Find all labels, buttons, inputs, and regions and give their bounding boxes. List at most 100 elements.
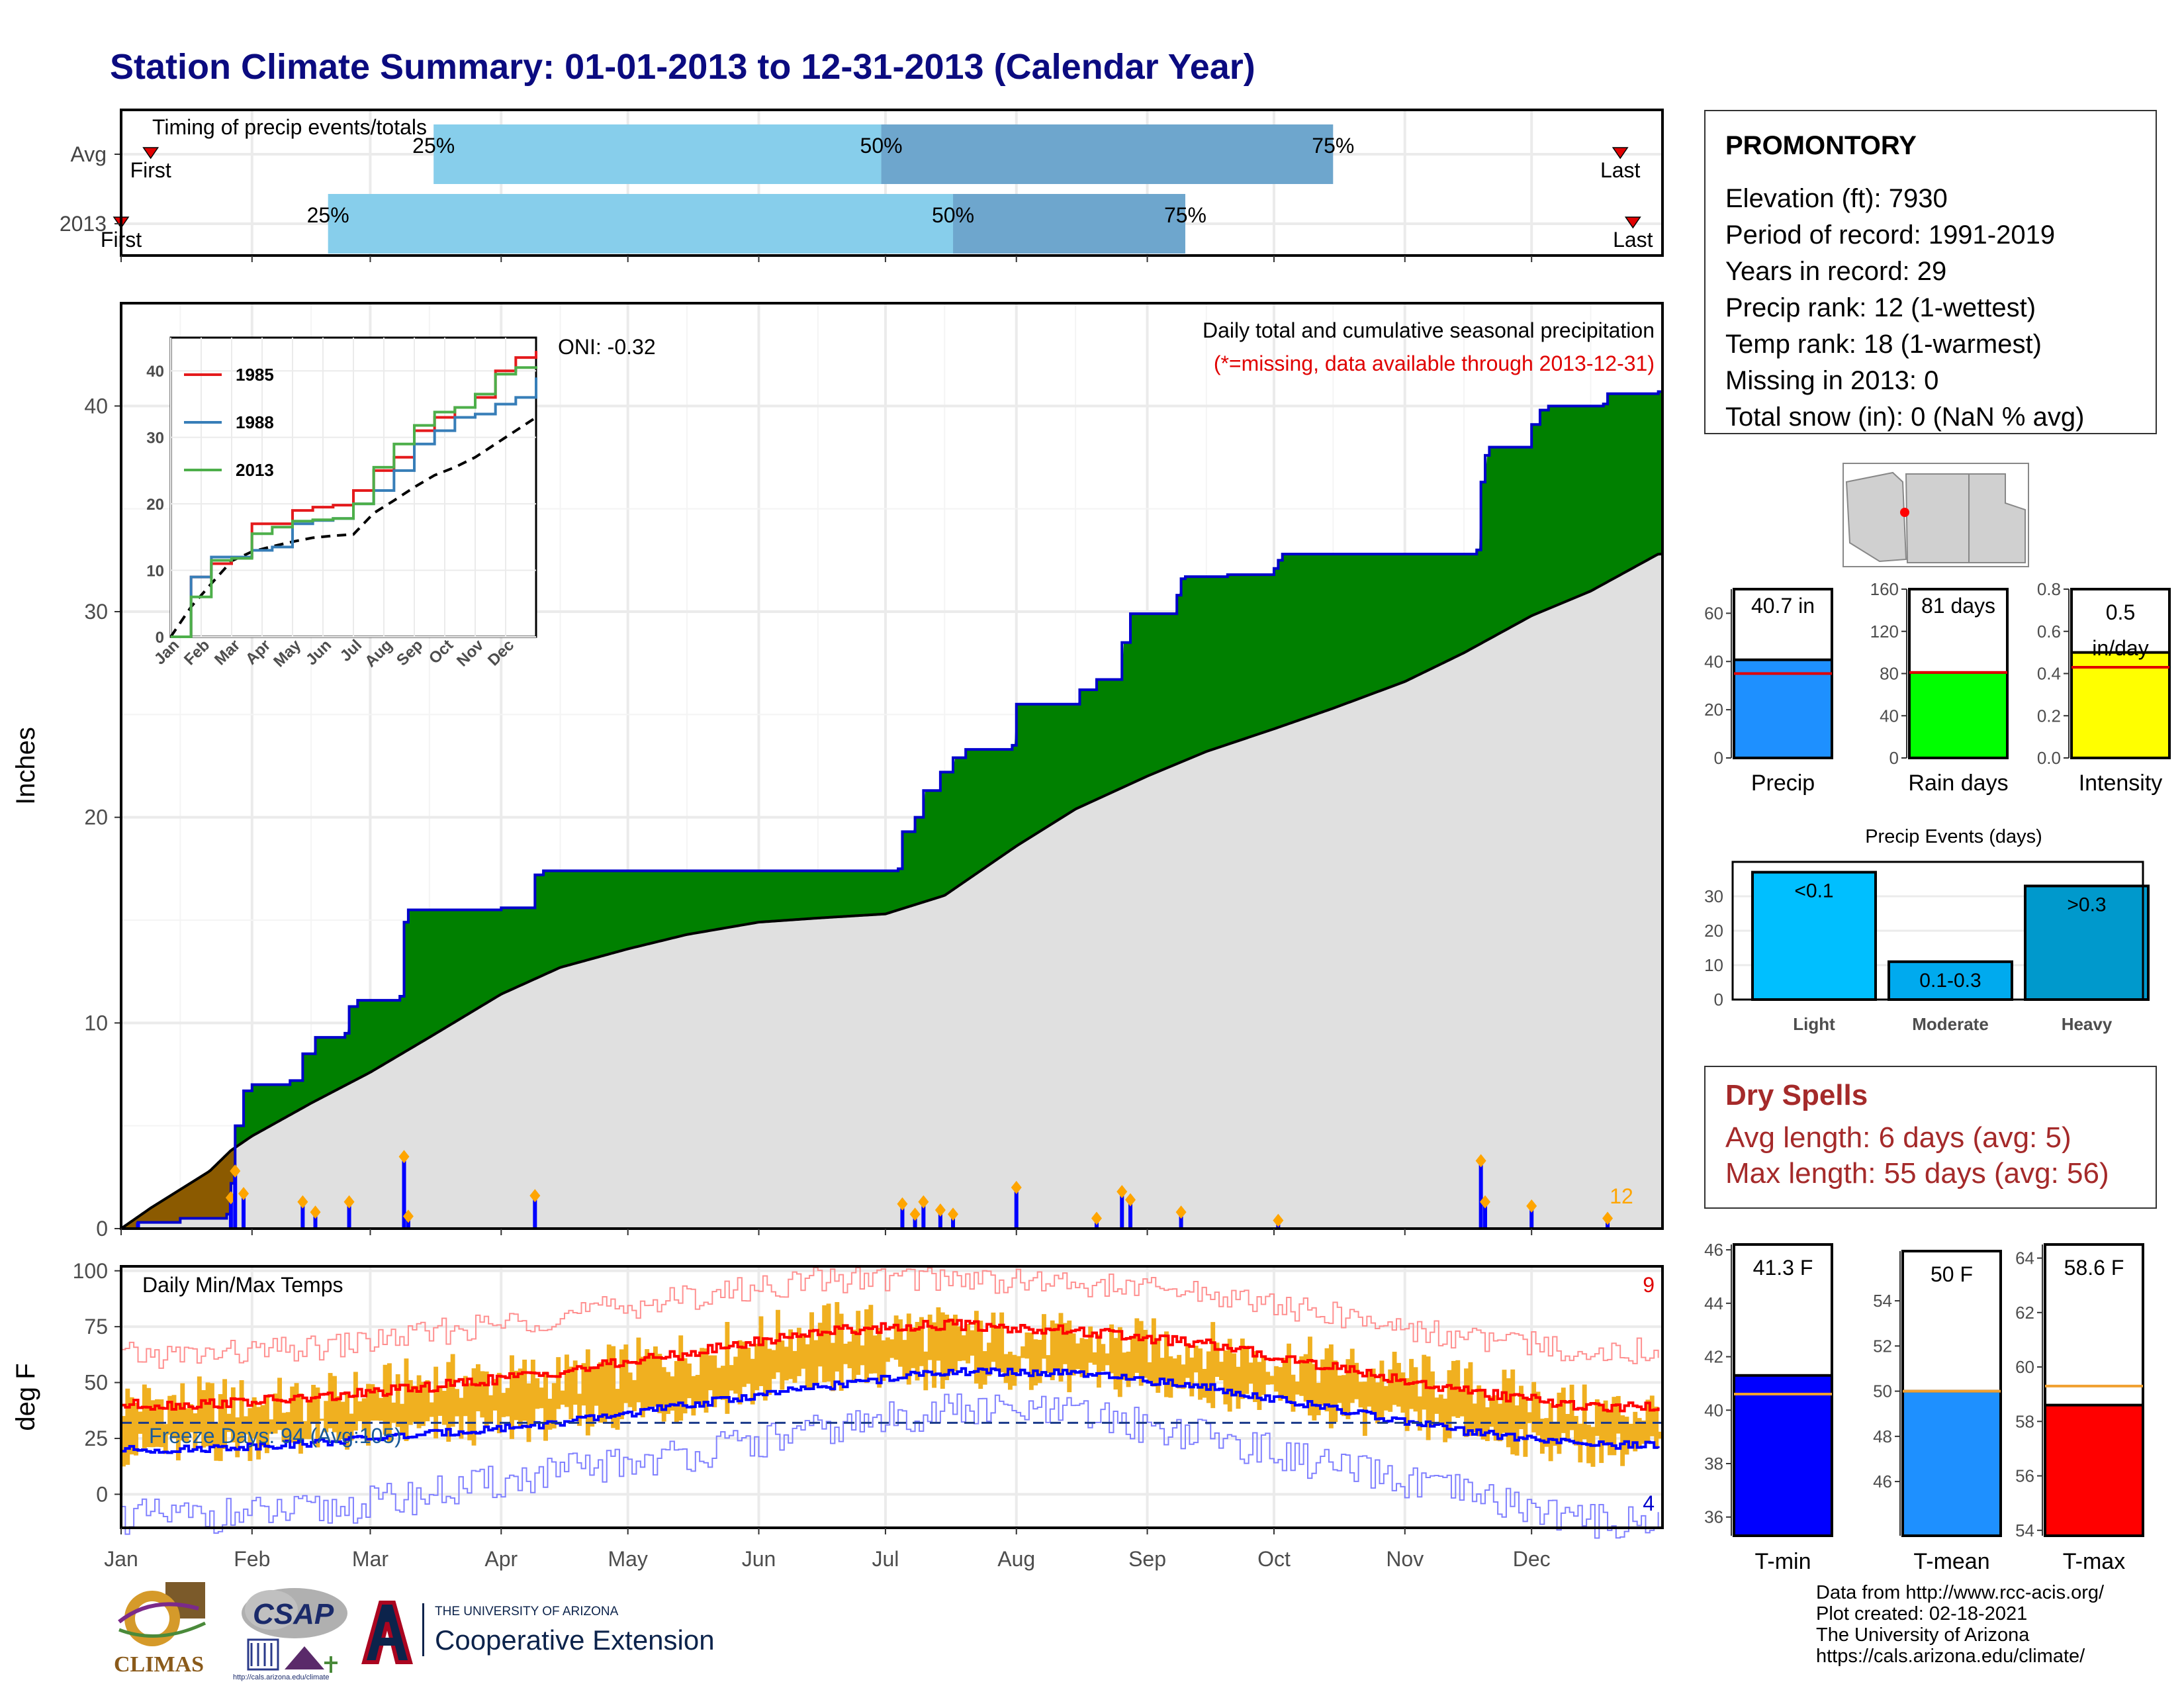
- daily-temp-range-bar: [171, 1395, 177, 1438]
- daily-temp-range-bar: [957, 1326, 962, 1362]
- climas-emblem-icon: [118, 1582, 206, 1646]
- daily-precip-marker: [1480, 1195, 1491, 1209]
- temp-panel: Freeze Days: 94 (Avg:105) Daily Min/Max T…: [11, 1259, 1664, 1539]
- daily-temp-range-bar: [496, 1372, 502, 1434]
- daily-temp-range-bar: [1599, 1404, 1604, 1464]
- daily-temp-range-bar: [982, 1351, 987, 1385]
- daily-temp-range-bar: [357, 1401, 363, 1421]
- daily-temp-range-bar: [898, 1319, 903, 1367]
- daily-temp-range-bar: [353, 1372, 358, 1431]
- daily-temp-range-bar: [1012, 1354, 1017, 1386]
- temp-y-axis-label: deg F: [11, 1363, 40, 1430]
- avg-max-line: [121, 1319, 1660, 1413]
- daily-temp-range-bar: [830, 1342, 835, 1391]
- daily-temp-range-bar: [501, 1393, 506, 1417]
- map-region-texas: [1968, 473, 2026, 563]
- daily-temp-range-bar: [180, 1383, 185, 1441]
- temp-summary-value-label: 41.3 F: [1753, 1256, 1813, 1280]
- daily-temp-range-bar: [1489, 1396, 1494, 1427]
- daily-temp-range-bar: [948, 1318, 954, 1374]
- daily-temp-range-bar: [805, 1344, 810, 1387]
- daily-temp-range-bar: [1383, 1385, 1388, 1411]
- summary-y-tick-label: 0.6: [2037, 622, 2061, 641]
- daily-temp-range-bar: [632, 1380, 637, 1411]
- events-bar-label: <0.1: [1794, 880, 1833, 902]
- daily-temp-range-bar: [915, 1321, 920, 1381]
- events-bar-label: 0.1-0.3: [1919, 970, 1981, 992]
- daily-temp-range-bar: [695, 1374, 700, 1403]
- daily-temp-range-bar: [1096, 1334, 1101, 1388]
- daily-temp-range-bar: [1164, 1331, 1169, 1397]
- precip-y-tick-label: 20: [84, 806, 108, 829]
- daily-temp-range-bar: [733, 1356, 739, 1394]
- daily-temp-range-bar: [974, 1311, 979, 1384]
- daily-temp-range-bar: [551, 1383, 557, 1429]
- daily-temp-range-bar: [1354, 1362, 1359, 1399]
- daily-temp-range-bar: [700, 1348, 705, 1407]
- daily-temp-range-bar: [1539, 1419, 1545, 1454]
- daily-precip-marker: [343, 1195, 355, 1209]
- footer-line-url: https://cals.arizona.edu/climate/: [1816, 1646, 2085, 1667]
- daily-temp-range-bar: [1472, 1403, 1477, 1432]
- daily-temp-range-bar: [1265, 1372, 1271, 1385]
- daily-temp-range-bar: [623, 1344, 629, 1403]
- daily-temp-range-bar: [1046, 1355, 1051, 1374]
- daily-temp-range-bar: [294, 1383, 299, 1443]
- daily-temp-range-bar: [780, 1340, 785, 1390]
- temp-y-tick-label: 75: [84, 1315, 108, 1338]
- month-tick-label: Aug: [997, 1547, 1035, 1571]
- daily-temp-range-bar: [125, 1388, 130, 1465]
- daily-temp-range-bar: [535, 1378, 540, 1409]
- daily-temp-range-bar: [1147, 1362, 1152, 1382]
- daily-temp-range-bar: [1160, 1358, 1165, 1379]
- daily-temp-range-bar: [885, 1337, 890, 1362]
- daily-temp-range-bar: [1071, 1333, 1076, 1376]
- daily-temp-range-bar: [129, 1397, 134, 1455]
- daily-temp-range-bar: [1438, 1394, 1443, 1424]
- daily-temp-range-bar: [619, 1349, 624, 1419]
- daily-temp-range-bar: [944, 1314, 950, 1380]
- daily-temp-range-bar: [1105, 1353, 1110, 1366]
- daily-temp-range-bar: [163, 1424, 168, 1454]
- daily-temp-range-bar: [437, 1385, 443, 1416]
- daily-temp-range-bar: [467, 1383, 473, 1440]
- daily-temp-range-bar: [961, 1335, 966, 1361]
- daily-precip-bar: [1179, 1212, 1183, 1229]
- daily-temp-range-bar: [1126, 1351, 1131, 1387]
- daily-temp-range-bar: [1240, 1338, 1245, 1399]
- daily-temp-range-bar: [256, 1407, 261, 1460]
- ua-extension-logo: THE UNIVERSITY OF ARIZONA Cooperative Ex…: [361, 1599, 745, 1665]
- daily-temp-range-bar: [729, 1365, 734, 1391]
- daily-temp-range-bar: [522, 1359, 527, 1421]
- month-tick-label: Apr: [484, 1547, 518, 1571]
- daily-temp-range-bar: [1426, 1356, 1431, 1440]
- record-min-line: [121, 1393, 1659, 1539]
- daily-temp-range-bar: [1658, 1431, 1663, 1439]
- daily-temp-range-bar: [1058, 1313, 1064, 1382]
- daily-temp-range-bar: [1400, 1372, 1406, 1413]
- daily-temp-range-bar: [1316, 1383, 1321, 1415]
- temp-summary-y-tick-label: 60: [2015, 1357, 2034, 1377]
- daily-temp-range-bar: [328, 1373, 333, 1429]
- daily-precip-bar: [951, 1214, 956, 1229]
- dry-spells-box: Dry Spells Avg length: 6 days (avg: 5) M…: [1704, 1066, 2157, 1209]
- daily-precip-bar: [1483, 1201, 1488, 1229]
- temp-summary-y-tick-label: 58: [2015, 1411, 2034, 1431]
- map-region-newmexico: [1905, 473, 1970, 563]
- daily-temp-range-bar: [1615, 1395, 1621, 1434]
- daily-temp-range-bar: [421, 1382, 426, 1427]
- daily-temp-range-bar: [1337, 1375, 1342, 1403]
- temp-summary-y-tick-label: 40: [1704, 1400, 1723, 1420]
- daily-temp-range-bar: [1527, 1412, 1532, 1423]
- daily-temp-range-bar: [1172, 1358, 1177, 1386]
- timing-bar-25-50: [433, 124, 882, 184]
- footer-line-created: Plot created: 02-18-2021: [1816, 1603, 2028, 1624]
- daily-temp-range-bar: [1594, 1399, 1600, 1436]
- daily-temp-range-bar: [741, 1341, 747, 1387]
- daily-temp-range-bar: [480, 1371, 485, 1418]
- daily-temp-range-bar: [1042, 1314, 1046, 1359]
- daily-temp-range-bar: [1007, 1351, 1013, 1390]
- daily-temp-range-bar: [446, 1362, 451, 1442]
- daily-temp-range-bar: [484, 1371, 489, 1428]
